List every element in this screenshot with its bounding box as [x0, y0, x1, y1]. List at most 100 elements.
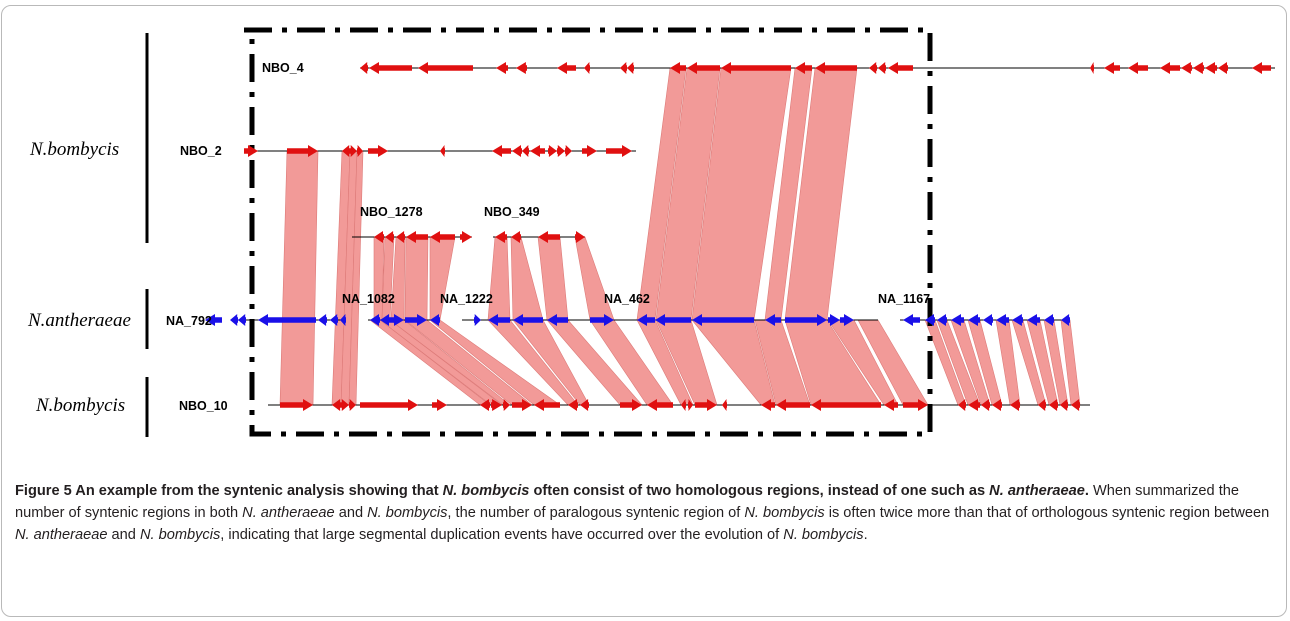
contig-label: NBO_1278 — [360, 205, 423, 219]
gene-arrow — [606, 145, 632, 157]
gene-arrow — [688, 399, 693, 411]
gene-arrow — [238, 314, 246, 326]
gene-arrow — [582, 145, 597, 157]
gene-arrow — [330, 314, 338, 326]
species-label: N.antheraeae — [27, 310, 131, 331]
contig-label: NA_1167 — [878, 292, 930, 306]
gene-arrow — [655, 314, 691, 326]
gene-arrow — [590, 314, 614, 326]
gene-arrow — [565, 145, 572, 157]
gene-arrow — [380, 314, 390, 326]
gene-arrow — [996, 314, 1009, 326]
synteny-link — [537, 236, 569, 321]
gene-arrow — [968, 314, 980, 326]
gene-arrow — [318, 314, 327, 326]
gene-arrow — [350, 145, 357, 157]
gene-arrow — [983, 314, 993, 326]
gene-arrow — [418, 62, 473, 74]
gene-arrow — [349, 399, 356, 411]
contig-label: NA_1222 — [440, 292, 493, 306]
gene-arrow — [405, 314, 427, 326]
gene-arrow — [869, 62, 877, 74]
gene-arrow — [385, 231, 394, 243]
gene-arrow — [580, 399, 589, 411]
gene-arrow — [496, 62, 508, 74]
gene-arrow — [1160, 62, 1180, 74]
gene-arrow — [430, 314, 440, 326]
gene-arrow — [430, 231, 455, 243]
gene-arrow — [530, 145, 545, 157]
gene-arrow — [512, 399, 532, 411]
gene-arrow — [491, 399, 502, 411]
gene-arrow — [1044, 314, 1054, 326]
gene-arrow — [342, 145, 350, 157]
gene-arrow — [557, 145, 565, 157]
synteny-link — [487, 236, 511, 321]
gene-arrow — [1181, 62, 1192, 74]
gene-arrow — [1193, 62, 1204, 74]
synteny-link — [574, 236, 615, 321]
gene-arrow — [637, 314, 655, 326]
gene-arrow — [287, 145, 318, 157]
gene-arrow — [620, 399, 642, 411]
gene-arrow — [522, 145, 529, 157]
gene-arrow — [332, 399, 341, 411]
species-label: N.bombycis — [29, 139, 119, 160]
gene-arrow — [1218, 62, 1228, 74]
gene-arrow — [357, 145, 363, 157]
gene-arrow — [258, 314, 316, 326]
gene-arrow — [1061, 314, 1070, 326]
gene-arrow — [406, 231, 428, 243]
gene-arrow — [1205, 62, 1217, 74]
gene-arrow — [695, 399, 717, 411]
gene-arrow — [981, 399, 990, 411]
figure-caption: Figure 5 An example from the syntenic an… — [15, 483, 1270, 543]
gene-arrow — [492, 145, 511, 157]
gene-arrow — [244, 145, 258, 157]
gene-arrow — [575, 231, 585, 243]
gene-arrow — [360, 399, 418, 411]
gene-arrow — [903, 399, 928, 411]
gene-arrow — [534, 399, 560, 411]
gene-arrow — [538, 231, 560, 243]
gene-arrow — [937, 314, 947, 326]
gene-arrow — [557, 62, 576, 74]
gene-arrow — [992, 399, 1002, 411]
gene-arrow — [903, 314, 920, 326]
contig-label: NA_462 — [604, 292, 650, 306]
gene-arrow — [958, 399, 966, 411]
gene-arrow — [722, 399, 727, 411]
gene-arrow — [1012, 314, 1023, 326]
gene-arrow — [396, 231, 405, 243]
gene-arrow — [1104, 62, 1120, 74]
contig-label: NBO_349 — [484, 205, 540, 219]
gene-arrow — [687, 62, 720, 74]
gene-arrow — [340, 314, 346, 326]
gene-arrow — [620, 62, 627, 74]
gene-arrow — [280, 399, 313, 411]
gene-arrow — [1252, 62, 1271, 74]
gene-arrow — [488, 314, 510, 326]
gene-arrow — [360, 62, 368, 74]
gene-arrow — [568, 399, 578, 411]
gene-arrow — [495, 231, 507, 243]
gene-arrow — [205, 314, 222, 326]
gene-arrow — [511, 231, 521, 243]
gene-arrow — [1038, 399, 1046, 411]
gene-arrows — [205, 62, 1271, 411]
caption-title: Figure 5 An example from the syntenic an… — [15, 483, 1089, 499]
gene-arrow — [460, 231, 472, 243]
gene-arrow — [840, 314, 854, 326]
contig-label: NBO_2 — [180, 144, 222, 158]
gene-arrow — [670, 62, 686, 74]
gene-arrow — [721, 62, 791, 74]
gene-arrow — [1128, 62, 1148, 74]
gene-arrow — [1060, 399, 1068, 411]
gene-arrow — [516, 62, 527, 74]
species-label: N.bombycis — [35, 395, 125, 416]
gene-arrow — [480, 399, 490, 411]
gene-arrow — [925, 314, 935, 326]
gene-arrow — [1027, 314, 1040, 326]
synteny-link — [429, 236, 456, 321]
